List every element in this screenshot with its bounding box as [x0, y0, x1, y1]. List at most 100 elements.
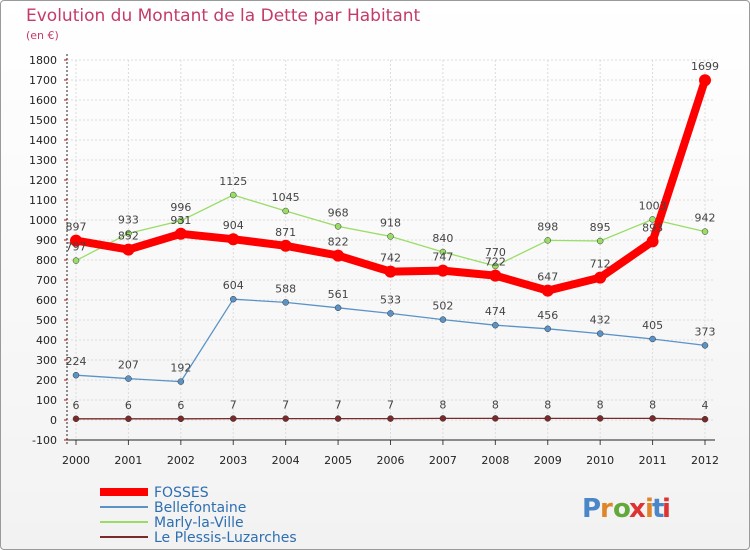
x-tick-label: 2005	[324, 454, 352, 467]
y-tick-label: 300	[36, 354, 57, 367]
data-labels: 797 933 996 1125 1045 968 918 840 770 898 895 1003 9…	[66, 60, 720, 412]
data-point	[701, 228, 709, 235]
data-point	[649, 335, 656, 343]
logo-letter: i	[645, 494, 654, 524]
data-label: 712	[590, 258, 611, 271]
data-label: 742	[380, 252, 401, 265]
data-point	[72, 415, 80, 423]
x-tick-label: 2003	[219, 454, 247, 467]
data-label: 7	[230, 399, 237, 412]
data-label: 1045	[272, 191, 300, 204]
data-point	[334, 415, 342, 422]
data-point	[125, 230, 132, 237]
x-tick-label: 2004	[272, 454, 300, 467]
data-label: 7	[387, 399, 394, 412]
legend-label: FOSSES	[154, 485, 209, 501]
data-label: 893	[642, 221, 663, 234]
data-label: 502	[432, 300, 453, 313]
chart-title: Evolution du Montant de la Dette par Hab…	[26, 6, 421, 26]
data-point	[334, 223, 342, 230]
data-point	[489, 269, 502, 282]
y-tick-label: 600	[36, 294, 57, 307]
data-point	[282, 415, 289, 422]
y-tick-label: 0	[50, 414, 57, 427]
data-label: 192	[170, 362, 191, 375]
y-tick-label: 100	[36, 394, 57, 407]
data-point	[646, 235, 659, 248]
data-point	[282, 299, 289, 306]
legend-label: Bellefontaine	[154, 500, 246, 516]
data-point	[594, 271, 607, 284]
data-point	[177, 415, 185, 423]
x-tick-label: 2010	[586, 454, 614, 467]
data-point	[227, 233, 240, 246]
y-tick-label: 800	[36, 254, 57, 267]
x-tick-label: 2000	[62, 454, 90, 467]
y-tick-label: 1200	[29, 174, 57, 187]
data-label: 918	[380, 216, 401, 229]
data-label: 6	[125, 399, 132, 412]
data-point	[387, 310, 394, 317]
data-label: 968	[328, 206, 349, 219]
chart-subtitle: (en €)	[26, 29, 59, 42]
x-tick-label: 2012	[691, 454, 719, 467]
x-tick-label: 2002	[167, 454, 195, 467]
logo-letter: t	[652, 494, 664, 524]
x-tick-label: 2009	[534, 454, 562, 467]
data-label: 942	[695, 212, 716, 225]
x-tick-label: 2011	[639, 454, 667, 467]
data-point	[544, 415, 551, 422]
y-tick-label: 500	[36, 314, 57, 327]
data-label: 604	[223, 279, 244, 292]
data-label: 561	[328, 288, 349, 301]
data-label: 647	[537, 271, 558, 284]
data-point	[177, 217, 185, 225]
data-label: 7	[335, 399, 342, 412]
data-point	[596, 330, 604, 337]
data-label: 207	[118, 359, 139, 372]
logo-letter: x	[629, 494, 646, 524]
legend-label: Marly-la-Ville	[154, 515, 244, 531]
data-label: 897	[66, 221, 87, 234]
x-tick-label: 2007	[429, 454, 457, 467]
y-tick-label: 1300	[29, 154, 57, 167]
data-label: 7	[282, 399, 289, 412]
data-label: 432	[590, 314, 611, 327]
data-label: 8	[492, 398, 499, 411]
data-point	[541, 284, 554, 297]
y-tick-label: 700	[36, 274, 57, 287]
data-point	[282, 207, 289, 215]
y-tick-label: 1100	[29, 194, 57, 207]
data-point	[492, 262, 499, 270]
data-point	[72, 371, 80, 379]
data-label: 996	[170, 201, 191, 214]
y-tick-label: 1800	[29, 54, 57, 67]
data-label: 722	[485, 256, 506, 269]
y-tick-label: 900	[36, 234, 57, 247]
data-label: 456	[537, 309, 558, 322]
data-label: 1003	[639, 199, 667, 212]
data-point	[174, 227, 187, 240]
y-tick-label: 1700	[29, 74, 57, 87]
data-point	[122, 243, 135, 256]
data-point	[701, 415, 709, 423]
data-point	[596, 237, 604, 245]
logo-letter: P	[582, 494, 601, 524]
legend-label: Le Plessis-Luzarches	[154, 530, 297, 546]
data-label: 1125	[219, 175, 247, 188]
data-point	[699, 74, 711, 87]
data-label: 933	[118, 213, 139, 226]
data-point	[492, 415, 499, 422]
data-point	[701, 342, 709, 349]
data-label: 533	[380, 293, 401, 306]
data-point	[384, 265, 397, 278]
data-label: 8	[439, 398, 446, 411]
data-point	[387, 415, 394, 422]
logo-letter: r	[600, 494, 613, 524]
data-label: 4	[702, 399, 709, 412]
x-tick-label: 2001	[114, 454, 142, 467]
x-tick-label: 2006	[377, 454, 405, 467]
data-label: 931	[170, 214, 191, 227]
